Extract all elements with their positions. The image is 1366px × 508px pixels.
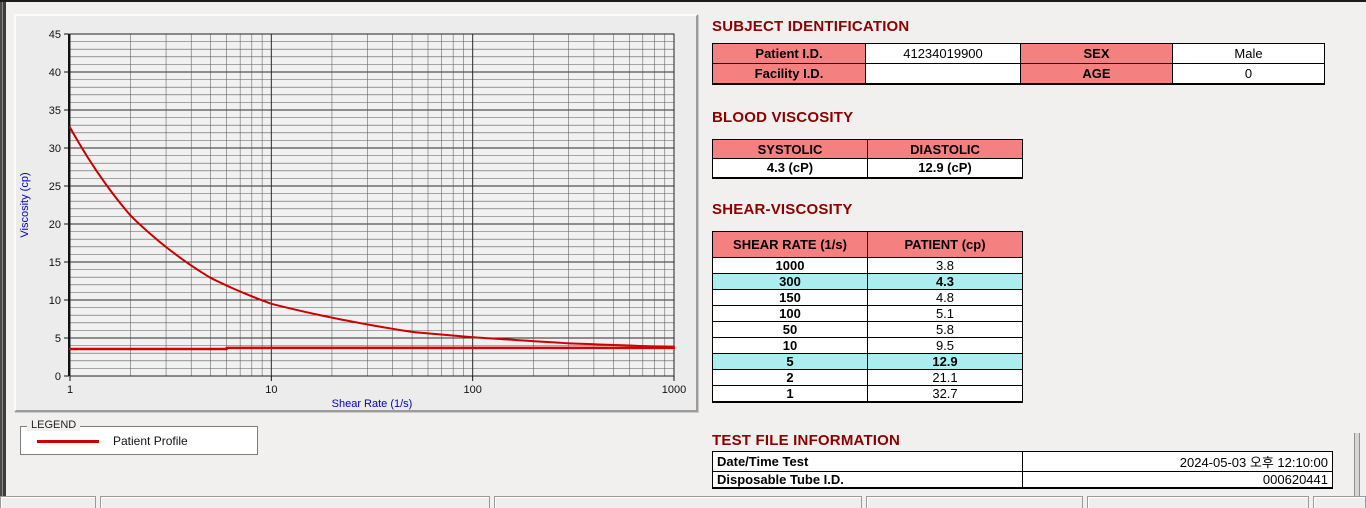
bottom-bar-segment[interactable] bbox=[866, 496, 1083, 508]
patient-id-label: Patient I.D. bbox=[712, 43, 866, 64]
shear-rate-cell: 2 bbox=[712, 369, 868, 386]
table-row: 150 4.8 bbox=[712, 289, 1023, 306]
svg-text:15: 15 bbox=[49, 257, 61, 269]
sex-value: Male bbox=[1172, 43, 1325, 64]
table-row: 100 5.1 bbox=[712, 305, 1023, 322]
date-time-test-value: 2024-05-03 오후 12:10:00 bbox=[1022, 451, 1333, 472]
patient-id-value: 41234019900 bbox=[865, 43, 1021, 64]
subject-identification-table: Patient I.D. 41234019900 SEX Male Facili… bbox=[712, 43, 1325, 85]
svg-text:100: 100 bbox=[463, 384, 481, 396]
legend-entry-label: Patient Profile bbox=[113, 434, 188, 448]
table-row: 10 9.5 bbox=[712, 337, 1023, 354]
table-header-row: SHEAR RATE (1/s) PATIENT (cp) bbox=[712, 231, 1023, 258]
svg-text:25: 25 bbox=[49, 181, 61, 193]
right-panel-edge bbox=[1354, 433, 1360, 496]
svg-text:Shear Rate (1/s): Shear Rate (1/s) bbox=[332, 398, 413, 410]
sex-label: SEX bbox=[1020, 43, 1173, 64]
shear-rate-header: SHEAR RATE (1/s) bbox=[712, 231, 868, 258]
shear-rate-cell: 1000 bbox=[712, 257, 868, 274]
legend-line-swatch bbox=[37, 440, 99, 443]
chart-legend: LEGEND Patient Profile bbox=[20, 419, 258, 455]
systolic-value: 4.3 (cP) bbox=[712, 158, 868, 179]
patient-cp-cell: 4.8 bbox=[867, 289, 1023, 306]
viscosity-chart: 0 5 10 15 20 25 30 35 40 45 1 10 100 1000 Viscosity (c… bbox=[19, 29, 686, 410]
svg-text:0: 0 bbox=[55, 371, 61, 383]
patient-cp-cell: 4.3 bbox=[867, 273, 1023, 290]
table-row: Facility I.D. AGE 0 bbox=[712, 63, 1325, 85]
shear-rate-cell: 100 bbox=[712, 305, 868, 322]
svg-text:35: 35 bbox=[49, 105, 61, 117]
date-time-test-label: Date/Time Test bbox=[712, 451, 1023, 472]
shear-rate-cell: 5 bbox=[712, 353, 868, 370]
patient-cp-header: PATIENT (cp) bbox=[867, 231, 1023, 258]
shear-rate-cell: 1 bbox=[712, 385, 868, 403]
disposable-tube-id-value: 000620441 bbox=[1022, 471, 1333, 489]
diastolic-header: DIASTOLIC bbox=[867, 139, 1023, 159]
table-row: 2 21.1 bbox=[712, 369, 1023, 386]
svg-text:45: 45 bbox=[49, 29, 61, 41]
section-title-blood-viscosity: BLOOD VISCOSITY bbox=[712, 109, 854, 126]
svg-text:20: 20 bbox=[49, 219, 61, 231]
table-row: 50 5.8 bbox=[712, 321, 1023, 338]
svg-text:10: 10 bbox=[49, 295, 61, 307]
shear-rate-cell: 10 bbox=[712, 337, 868, 354]
bottom-bar-segment[interactable] bbox=[1087, 496, 1309, 508]
table-row: Patient I.D. 41234019900 SEX Male bbox=[712, 43, 1325, 64]
shear-rate-cell: 300 bbox=[712, 273, 868, 290]
facility-id-label: Facility I.D. bbox=[712, 63, 866, 85]
patient-cp-cell: 32.7 bbox=[867, 385, 1023, 403]
table-row: 4.3 (cP) 12.9 (cP) bbox=[712, 158, 1023, 179]
bottom-bar-segment[interactable] bbox=[0, 496, 96, 508]
patient-cp-cell: 5.8 bbox=[867, 321, 1023, 338]
section-title-shear-viscosity: SHEAR-VISCOSITY bbox=[712, 201, 853, 218]
age-label: AGE bbox=[1020, 63, 1173, 85]
svg-text:10: 10 bbox=[265, 384, 277, 396]
patient-cp-cell: 3.8 bbox=[867, 257, 1023, 274]
legend-title: LEGEND bbox=[27, 419, 81, 431]
svg-text:1000: 1000 bbox=[662, 384, 686, 396]
patient-cp-cell: 5.1 bbox=[867, 305, 1023, 322]
patient-cp-cell: 12.9 bbox=[867, 353, 1023, 370]
blood-viscosity-table: SYSTOLIC DIASTOLIC 4.3 (cP) 12.9 (cP) bbox=[712, 139, 1023, 179]
table-row: SYSTOLIC DIASTOLIC bbox=[712, 139, 1023, 159]
systolic-header: SYSTOLIC bbox=[712, 139, 868, 159]
bottom-bar-segment[interactable] bbox=[100, 496, 490, 508]
shear-rate-cell: 150 bbox=[712, 289, 868, 306]
table-row: Date/Time Test 2024-05-03 오후 12:10:00 bbox=[712, 451, 1333, 472]
table-row: 1000 3.8 bbox=[712, 257, 1023, 274]
patient-cp-cell: 21.1 bbox=[867, 369, 1023, 386]
age-value: 0 bbox=[1172, 63, 1325, 85]
svg-text:40: 40 bbox=[49, 67, 61, 79]
shear-viscosity-table: SHEAR RATE (1/s) PATIENT (cp) 1000 3.8 30… bbox=[712, 231, 1023, 403]
test-file-information-table: Date/Time Test 2024-05-03 오후 12:10:00 Di… bbox=[712, 451, 1333, 489]
svg-text:30: 30 bbox=[49, 143, 61, 155]
shear-rate-cell: 50 bbox=[712, 321, 868, 338]
section-title-subject-identification: SUBJECT IDENTIFICATION bbox=[712, 18, 910, 35]
bottom-bar-segment[interactable] bbox=[1313, 496, 1366, 508]
table-row: 5 12.9 bbox=[712, 353, 1023, 370]
table-row: Disposable Tube I.D. 000620441 bbox=[712, 471, 1333, 489]
table-row: 1 32.7 bbox=[712, 385, 1023, 403]
svg-text:1: 1 bbox=[67, 384, 73, 396]
disposable-tube-id-label: Disposable Tube I.D. bbox=[712, 471, 1023, 489]
section-title-test-file-information: TEST FILE INFORMATION bbox=[712, 432, 901, 449]
bottom-bar-segment[interactable] bbox=[494, 496, 862, 508]
patient-cp-cell: 9.5 bbox=[867, 337, 1023, 354]
table-row: 300 4.3 bbox=[712, 273, 1023, 290]
svg-text:5: 5 bbox=[55, 333, 61, 345]
viscosity-chart-panel: 0 5 10 15 20 25 30 35 40 45 1 10 100 1000 Viscosity (c… bbox=[14, 14, 698, 412]
diastolic-value: 12.9 (cP) bbox=[867, 158, 1023, 179]
facility-id-value bbox=[865, 63, 1021, 85]
window-left-edge bbox=[0, 2, 6, 508]
svg-text:Viscosity (cp): Viscosity (cp) bbox=[19, 172, 31, 237]
